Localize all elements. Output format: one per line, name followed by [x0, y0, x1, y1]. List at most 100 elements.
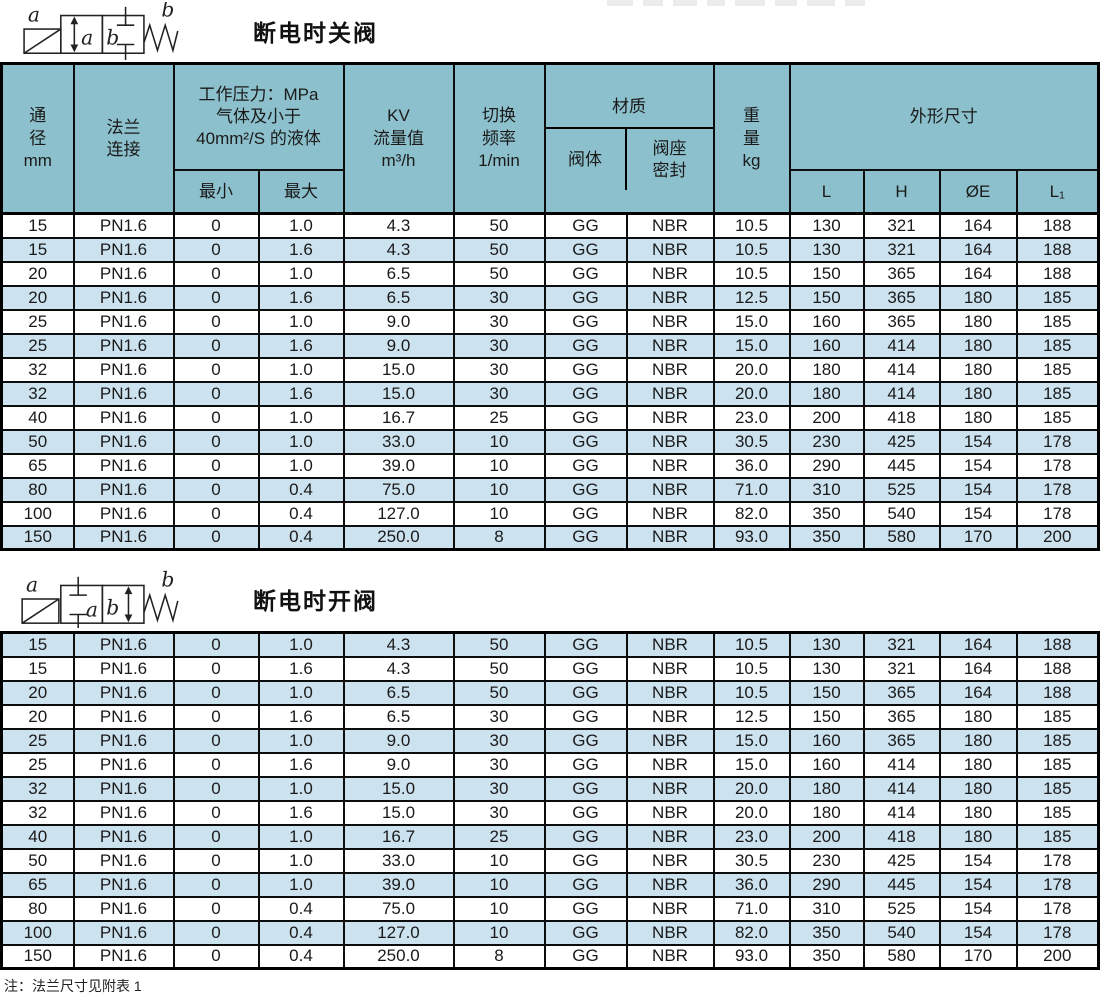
table-cell: 540 [862, 500, 941, 527]
table-cell: 185 [1015, 284, 1100, 311]
table-cell: 20 [0, 260, 75, 287]
table-cell: 180 [938, 308, 1018, 335]
col-header-pressure-min: 最小 [172, 168, 260, 215]
table-cell: 40 [0, 404, 75, 431]
table-cell: GG [543, 703, 628, 730]
cropped-text-remnant [607, 0, 865, 7]
spec-table-open-valve: 15 PN1.6 0 1.0 4.3 50 GG NBR 10.5 130 321 164 188 15 P… [0, 631, 1100, 971]
table-cell: 178 [1015, 895, 1100, 922]
table-cell: 188 [1015, 236, 1100, 263]
table-cell: 33.0 [342, 847, 455, 874]
table-cell: 20.0 [712, 799, 791, 826]
table-cell: 0 [172, 308, 260, 335]
table-cell: 10 [452, 500, 546, 527]
table-cell: 32 [0, 799, 75, 826]
table-cell: 30 [452, 356, 546, 383]
table-cell: PN1.6 [72, 871, 175, 898]
table-cell: 4.3 [342, 236, 455, 263]
table-cell: 178 [1015, 919, 1100, 946]
table-cell: 71.0 [712, 476, 791, 503]
table-cell: 310 [788, 895, 865, 922]
table-cell: 164 [938, 260, 1018, 287]
table-cell: 154 [938, 500, 1018, 527]
table-cell: NBR [625, 895, 715, 922]
table-cell: 82.0 [712, 919, 791, 946]
table-cell: 0 [172, 847, 260, 874]
table-cell: NBR [625, 943, 715, 970]
col-header-weight: 重 量 kg [712, 62, 791, 215]
table-cell: 25 [0, 751, 75, 778]
table-cell: GG [543, 679, 628, 706]
table-cell: PN1.6 [72, 847, 175, 874]
table-cell: 10 [452, 919, 546, 946]
table-cell: PN1.6 [72, 332, 175, 359]
table-cell: 30 [452, 751, 546, 778]
table-cell: 1.0 [257, 631, 345, 658]
valve-schematic-closed-icon: a a b b [23, 2, 179, 60]
table-cell: 185 [1015, 775, 1100, 802]
table-cell: 580 [862, 524, 941, 551]
table-cell: 185 [1015, 799, 1100, 826]
table-cell: NBR [625, 775, 715, 802]
table-cell: 418 [862, 823, 941, 850]
table-row: 50 PN1.6 0 1.0 33.0 10 GG NBR 30.5 230 425 154 178 [0, 847, 1100, 874]
table-cell: 6.5 [342, 260, 455, 287]
table-cell: 150 [0, 524, 75, 551]
table-cell: 0 [172, 452, 260, 479]
table-cell: 10.5 [712, 655, 791, 682]
table-cell: 185 [1015, 751, 1100, 778]
table-cell: 1.0 [257, 212, 345, 239]
table-cell: GG [543, 452, 628, 479]
table-cell: 15.0 [712, 308, 791, 335]
table-cell: 15 [0, 212, 75, 239]
table-cell: 185 [1015, 332, 1100, 359]
table-row: 25 PN1.6 0 1.0 9.0 30 GG NBR 15.0 160 365 180 185 [0, 727, 1100, 754]
table-cell: 25 [452, 823, 546, 850]
table-cell: 130 [788, 212, 865, 239]
table-cell: PN1.6 [72, 631, 175, 658]
table-cell: NBR [625, 476, 715, 503]
table-cell: 414 [862, 380, 941, 407]
table-cell: 0 [172, 751, 260, 778]
table-cell: PN1.6 [72, 751, 175, 778]
table-cell: 188 [1015, 655, 1100, 682]
table-cell: 154 [938, 428, 1018, 455]
table-cell: 39.0 [342, 452, 455, 479]
table-cell: GG [543, 727, 628, 754]
table-cell: PN1.6 [72, 500, 175, 527]
col-header-pressure-group: 工作压力：MPa 气体及小于 40mm²/S 的液体 [172, 62, 345, 171]
table-cell: 200 [788, 823, 865, 850]
table-cell: 30 [452, 775, 546, 802]
table-cell: 0 [172, 895, 260, 922]
col-header-valve-body: 阀体 [546, 129, 627, 191]
table-cell: PN1.6 [72, 404, 175, 431]
table-cell: NBR [625, 404, 715, 431]
table-cell: 1.0 [257, 823, 345, 850]
table-cell: 180 [938, 356, 1018, 383]
table-row: 25 PN1.6 0 1.0 9.0 30 GG NBR 15.0 160 365 180 185 [0, 308, 1100, 335]
table-cell: GG [543, 919, 628, 946]
table-cell: 36.0 [712, 871, 791, 898]
col-header-dim-l: L [788, 168, 865, 215]
table-cell: 250.0 [342, 524, 455, 551]
table-cell: 180 [938, 727, 1018, 754]
table-cell: 0 [172, 823, 260, 850]
table-cell: 1.0 [257, 428, 345, 455]
table-cell: 178 [1015, 500, 1100, 527]
table-cell: NBR [625, 751, 715, 778]
table-cell: 1.0 [257, 871, 345, 898]
table-cell: 178 [1015, 476, 1100, 503]
spec-table-closed-valve: 通 径 mm 法兰 连接 工作压力：MPa 气体及小于 40mm²/S 的液体 … [0, 62, 1100, 552]
table-cell: 164 [938, 679, 1018, 706]
col-header-dim-l1: L₁ [1015, 168, 1100, 215]
table-cell: 93.0 [712, 524, 791, 551]
table-cell: PN1.6 [72, 284, 175, 311]
table-cell: PN1.6 [72, 727, 175, 754]
table-row: 20 PN1.6 0 1.6 6.5 30 GG NBR 12.5 150 365 180 185 [0, 703, 1100, 730]
table-cell: 0 [172, 524, 260, 551]
table-cell: 20 [0, 679, 75, 706]
table-cell: 15.0 [342, 380, 455, 407]
table-cell: NBR [625, 847, 715, 874]
table-cell: 580 [862, 943, 941, 970]
table-cell: 0 [172, 679, 260, 706]
